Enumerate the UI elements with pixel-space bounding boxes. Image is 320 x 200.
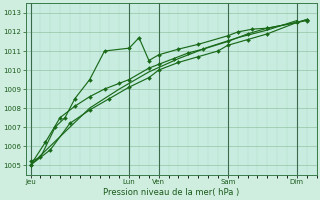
- X-axis label: Pression niveau de la mer( hPa ): Pression niveau de la mer( hPa ): [103, 188, 239, 197]
